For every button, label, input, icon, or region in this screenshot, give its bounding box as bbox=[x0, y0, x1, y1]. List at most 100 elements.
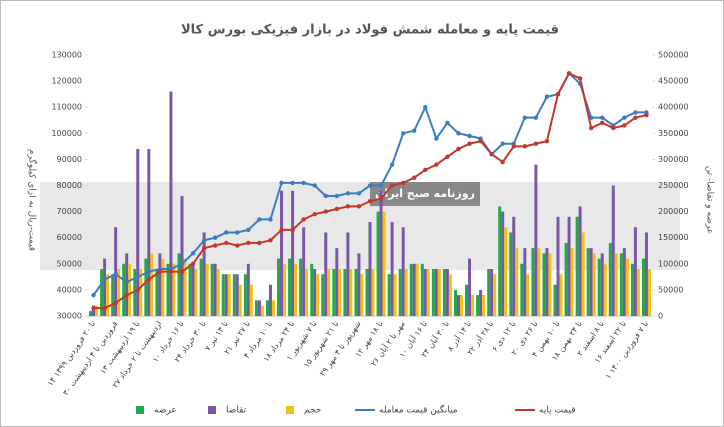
point bbox=[367, 198, 373, 204]
point bbox=[622, 115, 627, 120]
bar bbox=[603, 263, 607, 316]
point bbox=[91, 292, 96, 298]
bar bbox=[144, 258, 148, 316]
bar bbox=[302, 227, 306, 316]
point bbox=[290, 227, 295, 233]
y2-tick-label: 350000 bbox=[658, 129, 689, 138]
legend-marker bbox=[208, 406, 216, 414]
legend-marker bbox=[286, 406, 294, 414]
bar bbox=[437, 269, 441, 316]
bar bbox=[180, 195, 184, 316]
bar bbox=[459, 295, 463, 316]
bar bbox=[155, 269, 159, 316]
point bbox=[633, 110, 638, 115]
bar bbox=[183, 258, 187, 316]
bar bbox=[465, 284, 469, 316]
bar bbox=[354, 269, 358, 316]
bar bbox=[641, 258, 645, 316]
bar bbox=[122, 263, 126, 316]
point bbox=[224, 230, 229, 235]
bar bbox=[371, 269, 375, 316]
point bbox=[268, 238, 273, 243]
point bbox=[179, 261, 185, 266]
point bbox=[389, 183, 395, 188]
bar bbox=[210, 263, 214, 316]
point bbox=[91, 305, 96, 311]
bar bbox=[553, 284, 557, 316]
bar bbox=[249, 284, 253, 316]
bar bbox=[468, 258, 472, 316]
bar bbox=[114, 227, 118, 316]
point bbox=[544, 94, 550, 99]
point bbox=[367, 183, 373, 188]
bar bbox=[575, 216, 579, 316]
point bbox=[334, 193, 340, 199]
bar bbox=[288, 258, 292, 316]
bar bbox=[564, 242, 568, 316]
bar bbox=[89, 310, 93, 316]
point bbox=[235, 230, 240, 235]
y2-tick-label: 150000 bbox=[658, 233, 689, 242]
bar bbox=[265, 300, 269, 316]
point bbox=[423, 167, 428, 173]
point bbox=[522, 115, 528, 120]
chart-title: قیمت پایه و معامله شمش فولاد در بازار فی… bbox=[181, 23, 559, 38]
bar bbox=[592, 253, 596, 316]
bar bbox=[213, 263, 217, 316]
y-tick-label: 60000 bbox=[57, 233, 82, 242]
bar bbox=[243, 274, 247, 316]
bar bbox=[368, 222, 372, 316]
bar bbox=[567, 216, 571, 316]
point bbox=[235, 243, 240, 248]
bar bbox=[224, 274, 228, 316]
bar bbox=[194, 269, 198, 316]
bar bbox=[537, 248, 541, 316]
legend-label: تقاضا bbox=[226, 406, 247, 416]
bar bbox=[343, 269, 347, 316]
point bbox=[456, 146, 461, 152]
point bbox=[146, 269, 152, 274]
bar bbox=[636, 269, 640, 316]
point bbox=[301, 217, 306, 222]
point bbox=[434, 162, 439, 167]
bar bbox=[238, 284, 242, 316]
bar bbox=[188, 263, 192, 316]
bar bbox=[271, 300, 275, 316]
bar bbox=[327, 269, 331, 316]
bar bbox=[177, 253, 181, 316]
bar bbox=[117, 269, 121, 316]
bar bbox=[442, 269, 446, 316]
bar bbox=[158, 253, 162, 316]
bar bbox=[277, 258, 281, 316]
bar bbox=[172, 263, 176, 316]
bar bbox=[111, 274, 115, 316]
point bbox=[577, 76, 583, 81]
bar bbox=[523, 248, 527, 316]
bar bbox=[431, 269, 435, 316]
y2-tick-label: 300000 bbox=[658, 155, 689, 164]
bar bbox=[268, 284, 272, 316]
point bbox=[378, 183, 384, 188]
bar bbox=[310, 263, 314, 316]
bar bbox=[509, 232, 513, 316]
bar bbox=[434, 269, 438, 316]
point bbox=[146, 277, 152, 282]
bar bbox=[216, 269, 220, 316]
bar bbox=[578, 206, 582, 316]
bar bbox=[548, 253, 552, 316]
bar bbox=[493, 274, 497, 316]
bar bbox=[476, 295, 480, 316]
point bbox=[389, 162, 395, 167]
point bbox=[290, 180, 295, 186]
y-tick-label: 100000 bbox=[51, 129, 82, 138]
y2-tick-label: 200000 bbox=[658, 207, 689, 216]
bar bbox=[280, 190, 284, 316]
point bbox=[588, 125, 594, 131]
point bbox=[257, 240, 262, 246]
y2-tick-label: 50000 bbox=[658, 285, 683, 294]
bar bbox=[128, 263, 132, 316]
legend-label: میانگین قیمت معامله bbox=[379, 404, 458, 416]
point bbox=[201, 238, 207, 243]
point bbox=[279, 227, 284, 233]
